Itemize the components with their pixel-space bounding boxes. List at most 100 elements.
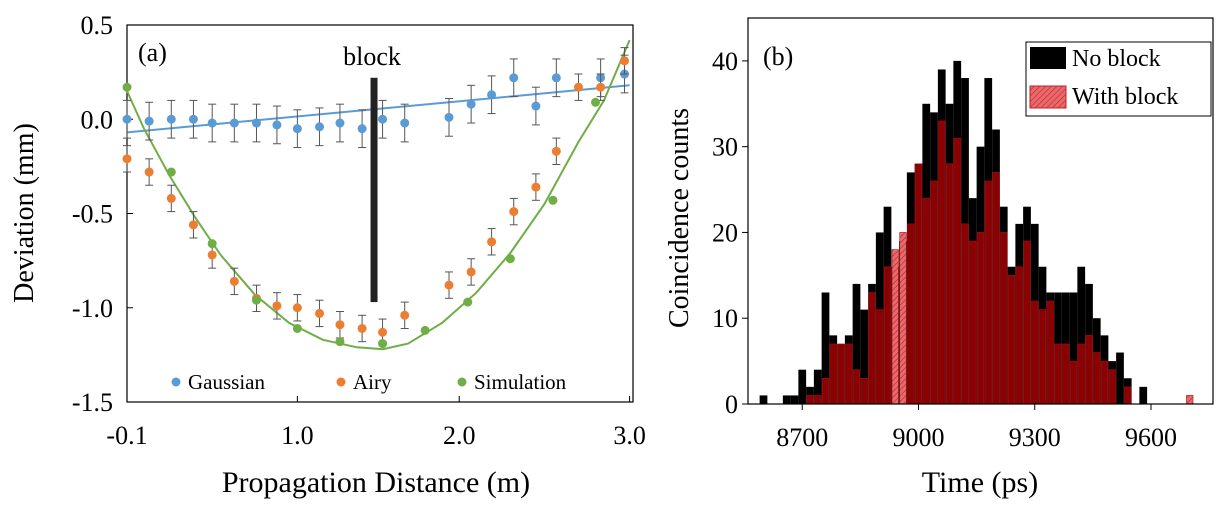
y-tick-label: 20 xyxy=(712,218,738,247)
airy-point xyxy=(400,310,410,320)
simulation-point xyxy=(166,167,176,177)
with-block-bar xyxy=(868,292,876,405)
airy-point xyxy=(207,250,217,260)
with-block-bar xyxy=(961,223,969,405)
with-block-bar xyxy=(1108,369,1116,405)
gaussian-point xyxy=(509,73,519,83)
panel-b-y-axis-label: Coincidence counts xyxy=(664,108,695,328)
with-block-bar xyxy=(938,120,946,405)
airy-point xyxy=(466,267,476,277)
gaussian-point xyxy=(166,114,176,124)
gaussian-point xyxy=(122,114,132,124)
gaussian-point xyxy=(357,124,367,134)
with-block-bar xyxy=(1007,275,1016,405)
legend-label-with-block: With block xyxy=(1072,84,1178,110)
with-block-bar xyxy=(1069,360,1078,405)
y-tick-label: 0.0 xyxy=(81,105,114,134)
x-tick-label: 3.0 xyxy=(613,421,646,450)
panel-a-chart: (a) 0.5 0.0 -0.5 -1.0 -1.5 -0.1 1.0 2.0 3.0 Dev… xyxy=(9,11,646,499)
legend-marker-airy xyxy=(336,377,346,387)
airy-point xyxy=(509,207,519,217)
airy-point xyxy=(357,323,367,333)
gaussian-point xyxy=(229,118,239,128)
simulation-point xyxy=(378,339,388,349)
no-block-bar xyxy=(1116,352,1124,404)
simulation-point xyxy=(292,323,302,333)
with-block-bar xyxy=(806,395,814,405)
panel-b-chart: (b) 0 10 20 30 40 8700 9000 9300 9600 Coinciden… xyxy=(664,17,1214,499)
with-block-bar xyxy=(829,343,837,405)
airy-point xyxy=(531,182,541,192)
gaussian-point xyxy=(466,99,476,109)
airy-point xyxy=(596,82,606,92)
with-block-bar xyxy=(821,377,830,405)
gaussian-point xyxy=(144,116,154,126)
with-block-bar xyxy=(1085,335,1093,405)
airy-point xyxy=(292,303,302,313)
with-block-bar xyxy=(1023,240,1031,405)
with-block-bar xyxy=(930,180,938,405)
panel-b-label: (b) xyxy=(763,42,793,71)
with-block-bar xyxy=(1186,395,1194,405)
airy-point xyxy=(487,237,497,247)
simulation-point xyxy=(505,254,515,264)
with-block-bar xyxy=(891,249,899,405)
with-block-bar xyxy=(1046,300,1054,405)
no-block-bar xyxy=(813,369,822,404)
with-block-bar xyxy=(814,395,822,405)
no-block-bar xyxy=(821,292,830,404)
x-tick-label: 9000 xyxy=(893,423,945,452)
panel-a-lines xyxy=(126,39,631,351)
gaussian-point xyxy=(551,73,561,83)
panel-b-legend: No block With block xyxy=(1025,41,1212,117)
with-block-bar xyxy=(1000,232,1008,405)
no-block-bar xyxy=(759,395,768,404)
gaussian-point xyxy=(400,118,410,128)
with-block-bar xyxy=(1093,352,1101,405)
gaussian-point xyxy=(531,101,541,111)
x-tick-label: 9600 xyxy=(1125,423,1177,452)
with-block-bar xyxy=(945,163,954,405)
no-block-bar xyxy=(1077,266,1086,404)
with-block-bar xyxy=(845,343,853,405)
simulation-point xyxy=(548,195,558,205)
gaussian-point xyxy=(207,118,217,128)
with-block-bar xyxy=(1062,343,1070,405)
x-tick-label: 2.0 xyxy=(443,421,476,450)
legend-swatch-with-block xyxy=(1029,85,1067,109)
panel-b-plot-frame xyxy=(747,17,1214,405)
x-tick-label: -0.1 xyxy=(106,421,147,450)
with-block-bar xyxy=(953,137,961,405)
legend-label-simulation: Simulation xyxy=(474,370,567,394)
with-block-bar xyxy=(922,197,930,405)
panel-b-bars xyxy=(759,60,1194,405)
gaussian-point xyxy=(292,124,302,134)
legend-swatch-no-block xyxy=(1030,47,1066,69)
simulation-point xyxy=(420,325,430,335)
y-tick-label: -0.5 xyxy=(72,200,113,229)
with-block-bar xyxy=(992,172,1000,405)
x-tick-label: 9300 xyxy=(1009,423,1061,452)
panel-a-y-axis: 0.5 0.0 -0.5 -1.0 -1.5 xyxy=(72,11,133,417)
no-block-bar xyxy=(790,395,799,404)
with-block-bar xyxy=(914,163,923,405)
with-block-bar xyxy=(1054,343,1062,405)
airy-point xyxy=(573,82,583,92)
no-block-bar xyxy=(1139,386,1148,404)
airy-point xyxy=(335,320,345,330)
no-block-bar xyxy=(798,369,807,404)
panel-a-x-axis: -0.1 1.0 2.0 3.0 xyxy=(106,396,646,450)
airy-point xyxy=(272,301,282,311)
legend-marker-simulation xyxy=(457,377,467,387)
airy-point xyxy=(144,167,154,177)
gaussian-point xyxy=(378,114,388,124)
gaussian-point xyxy=(487,90,497,100)
with-block-bar xyxy=(1124,386,1132,405)
simulation-point xyxy=(207,239,217,249)
airy-point xyxy=(444,280,454,290)
y-tick-label: -1.5 xyxy=(72,388,113,417)
gaussian-point xyxy=(251,118,261,128)
block-annotation-label: block xyxy=(343,42,401,71)
airy-point xyxy=(188,220,198,230)
